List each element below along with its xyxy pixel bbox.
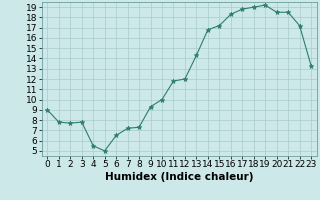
X-axis label: Humidex (Indice chaleur): Humidex (Indice chaleur) — [105, 172, 253, 182]
